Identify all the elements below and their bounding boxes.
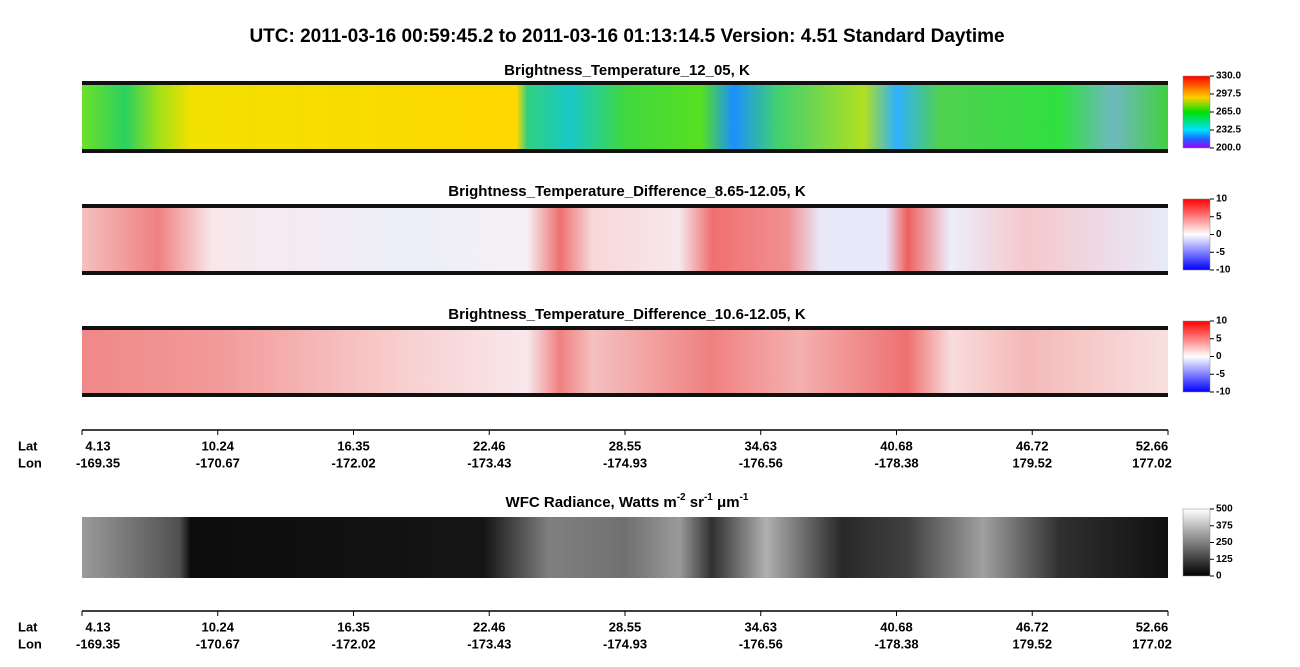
panel-title: WFC Radiance, Watts m-2 sr-1 μm-1 — [506, 492, 749, 511]
lon-label: Lon — [18, 636, 42, 651]
lon-tick-label: 177.02 — [1132, 636, 1172, 651]
lat-tick-label: 52.66 — [1136, 438, 1169, 453]
panel-title: Brightness_Temperature_12_05, K — [504, 62, 750, 79]
colorbar — [1182, 508, 1211, 577]
lon-tick-label: -173.43 — [467, 636, 511, 651]
lat-tick-label: 22.46 — [473, 619, 506, 634]
lon-tick-label: -170.67 — [196, 636, 240, 651]
lat-tick-label: 46.72 — [1016, 438, 1049, 453]
colorbar-tick-label: 265.0 — [1216, 107, 1241, 118]
image-strip — [82, 84, 1168, 150]
lat-tick-label: 28.55 — [609, 619, 642, 634]
lat-tick-label: 4.13 — [85, 438, 110, 453]
lon-tick-label: -174.93 — [603, 636, 647, 651]
panel-title: Brightness_Temperature_Difference_10.6-1… — [448, 306, 806, 323]
lat-tick-label: 34.63 — [744, 438, 777, 453]
strip-edge-bottom — [82, 149, 1168, 153]
colorbar-tick-label: 0 — [1216, 571, 1222, 582]
lat-label: Lat — [18, 619, 38, 634]
lon-tick-label: -173.43 — [467, 455, 511, 470]
lat-tick-label: 40.68 — [880, 438, 913, 453]
colorbar-tick-label: 5 — [1216, 211, 1222, 222]
colorbar-tick-label: 0 — [1216, 229, 1222, 240]
lat-tick-label: 16.35 — [337, 619, 370, 634]
colorbar-tick-label: -5 — [1216, 369, 1225, 380]
lon-tick-label: -172.02 — [331, 636, 375, 651]
lon-tick-label: -170.67 — [196, 455, 240, 470]
title-part: Brightness_Temperature_Difference_10.6-1… — [448, 306, 806, 323]
colorbar-tick-label: 125 — [1216, 554, 1233, 565]
title-part: WFC Radiance, Watts m — [506, 494, 677, 511]
lon-tick-label: -172.02 — [331, 455, 375, 470]
title-part: -1 — [704, 492, 713, 503]
colorbar — [1182, 320, 1211, 393]
title-part: -2 — [677, 492, 686, 503]
title-part: -1 — [740, 492, 749, 503]
colorbar-tick-label: 232.5 — [1216, 125, 1241, 136]
lon-tick-label: 179.52 — [1012, 455, 1052, 470]
lon-label: Lon — [18, 455, 42, 470]
colorbar-tick-label: -10 — [1216, 265, 1231, 276]
lat-tick-label: 34.63 — [744, 619, 777, 634]
colorbar-tick-label: 375 — [1216, 520, 1233, 531]
strip-edge-top — [82, 326, 1168, 330]
image-strip — [82, 329, 1168, 394]
colorbar — [1182, 198, 1211, 271]
title-part: sr — [686, 494, 705, 511]
strip-edge-bottom — [82, 271, 1168, 275]
lat-tick-label: 28.55 — [609, 438, 642, 453]
lat-tick-label: 46.72 — [1016, 619, 1049, 634]
image-strip — [82, 517, 1168, 578]
lon-tick-label: -176.56 — [739, 455, 783, 470]
lat-tick-label: 16.35 — [337, 438, 370, 453]
lat-tick-label: 10.24 — [201, 438, 234, 453]
lat-tick-label: 22.46 — [473, 438, 506, 453]
lon-tick-label: -169.35 — [76, 455, 120, 470]
image-strip — [82, 207, 1168, 272]
strip-edge-top — [82, 204, 1168, 208]
lon-tick-label: -178.38 — [874, 636, 918, 651]
lon-tick-label: 179.52 — [1012, 636, 1052, 651]
lat-tick-label: 10.24 — [201, 619, 234, 634]
title-part: Brightness_Temperature_12_05, K — [504, 62, 750, 79]
panel-title: Brightness_Temperature_Difference_8.65-1… — [448, 183, 806, 200]
colorbar-tick-label: 250 — [1216, 537, 1233, 548]
strip-edge-top — [82, 81, 1168, 85]
colorbar-tick-label: -5 — [1216, 247, 1225, 258]
lat-tick-label: 40.68 — [880, 619, 913, 634]
colorbar-tick-label: -10 — [1216, 387, 1231, 398]
colorbar-tick-label: 10 — [1216, 194, 1228, 205]
colorbar-tick-label: 500 — [1216, 504, 1233, 515]
colorbar-tick-label: 5 — [1216, 333, 1222, 344]
colorbar-tick-label: 297.5 — [1216, 89, 1241, 100]
lon-tick-label: -174.93 — [603, 455, 647, 470]
title-part: Brightness_Temperature_Difference_8.65-1… — [448, 183, 806, 200]
lon-tick-label: -178.38 — [874, 455, 918, 470]
lat-tick-label: 4.13 — [85, 619, 110, 634]
colorbar-tick-label: 0 — [1216, 351, 1222, 362]
lon-tick-label: -169.35 — [76, 636, 120, 651]
lon-tick-label: -176.56 — [739, 636, 783, 651]
lat-tick-label: 52.66 — [1136, 619, 1169, 634]
lat-label: Lat — [18, 438, 38, 453]
lon-tick-label: 177.02 — [1132, 455, 1172, 470]
colorbar-tick-label: 200.0 — [1216, 143, 1241, 154]
colorbar-tick-label: 330.0 — [1216, 71, 1241, 82]
colorbar-tick-label: 10 — [1216, 316, 1228, 327]
colorbar — [1182, 75, 1211, 149]
page-title: UTC: 2011-03-16 00:59:45.2 to 2011-03-16… — [249, 26, 1004, 47]
title-part: μm — [713, 494, 740, 511]
strip-edge-bottom — [82, 393, 1168, 397]
